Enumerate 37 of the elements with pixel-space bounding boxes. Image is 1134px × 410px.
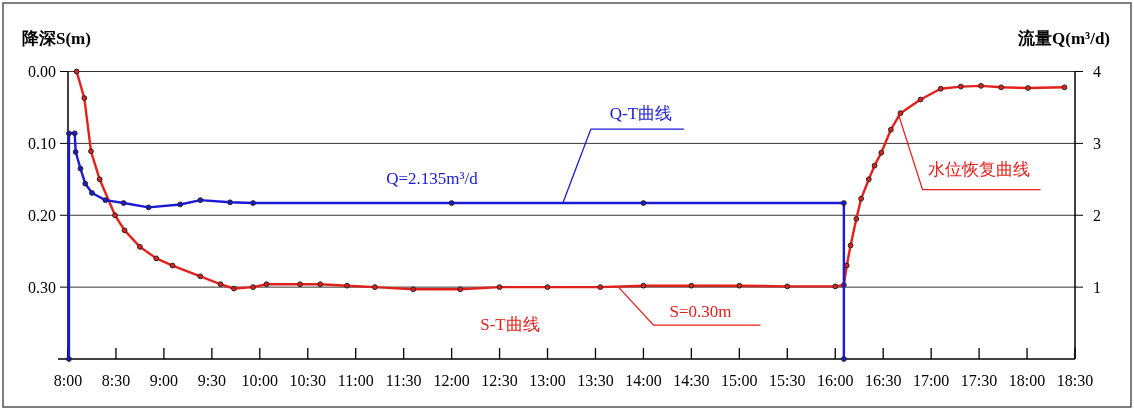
- x-tick-label: 14:00: [625, 372, 662, 389]
- x-tick-label: 13:00: [529, 372, 566, 389]
- x-tick-label: 14:30: [673, 372, 710, 389]
- x-tick-label: 12:30: [481, 372, 518, 389]
- x-tick-label: 17:00: [912, 372, 950, 389]
- x-tick-label: 9:00: [149, 372, 179, 389]
- y-axis-title: 降深S(m): [22, 29, 91, 48]
- y2-tick-label: 2: [1093, 206, 1101, 224]
- x-tick-label: 11:00: [337, 372, 374, 389]
- x-tick-label: 18:00: [1008, 372, 1046, 389]
- y2-tick-label: 1: [1093, 278, 1101, 296]
- y-tick-label: 0.00: [28, 63, 56, 81]
- y-tick-label: 0.20: [28, 206, 56, 224]
- y2-tick-label: 3: [1093, 134, 1101, 152]
- x-tick-label: 16:30: [864, 372, 902, 389]
- annotation: S-T曲线: [480, 315, 540, 334]
- x-tick-label: 16:00: [817, 372, 854, 389]
- y2-axis-title: 流量Q(m³/d): [1017, 29, 1110, 48]
- y2-tick-label: 4: [1093, 63, 1101, 81]
- annotation: 水位恢复曲线: [927, 159, 1030, 179]
- x-tick-label: 9:30: [197, 372, 227, 389]
- x-tick-label: 10:30: [289, 372, 326, 389]
- x-tick-label: 18:30: [1056, 372, 1094, 389]
- y-tick-label: 0.10: [28, 134, 56, 152]
- y-tick-label: 0.30: [28, 278, 56, 296]
- x-tick-label: 15:00: [721, 372, 758, 389]
- annotation: Q=2.135m³/d: [386, 169, 479, 188]
- annotation: Q-T曲线: [609, 104, 673, 124]
- x-tick-label: 8:00: [53, 372, 83, 389]
- x-tick-label: 17:30: [960, 372, 998, 389]
- x-tick-label: 8:30: [101, 372, 131, 389]
- x-tick-label: 13:30: [577, 372, 614, 389]
- x-tick-label: 15:30: [769, 372, 806, 389]
- annotation: S=0.30m: [669, 302, 732, 322]
- x-tick-label: 10:00: [241, 372, 279, 389]
- x-tick-label: 12:00: [433, 372, 470, 389]
- x-tick-label: 11:30: [385, 372, 422, 389]
